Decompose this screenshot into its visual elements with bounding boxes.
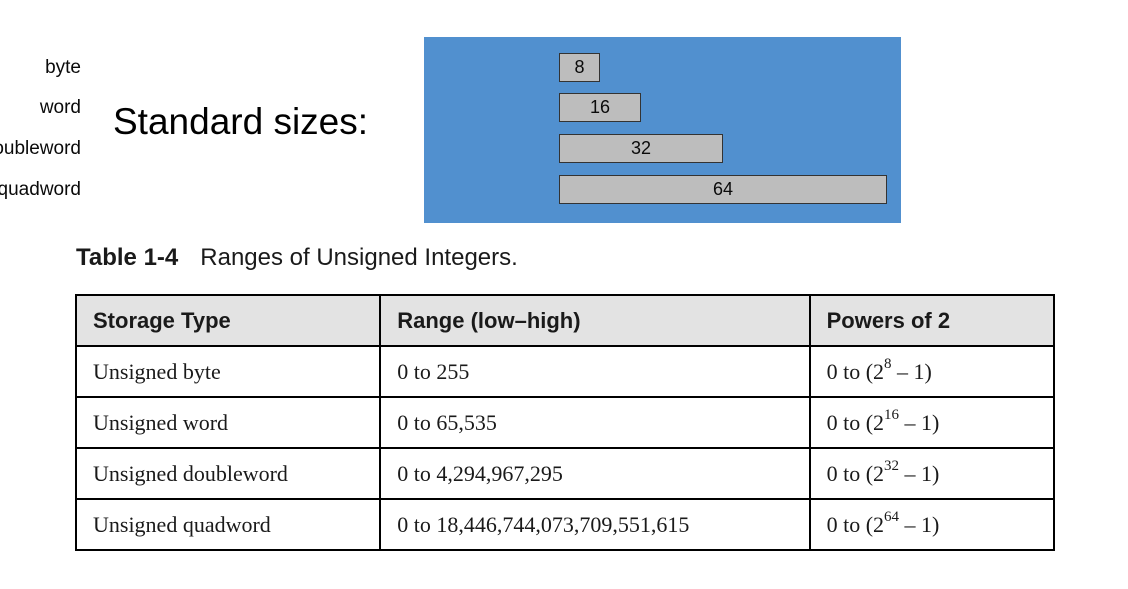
power-prefix: 0 to (2: [826, 409, 885, 435]
header-powers-of-2: Powers of 2: [808, 294, 1056, 347]
size-bar-word: 16: [559, 93, 641, 122]
cell-powers: 0 to (264 – 1): [808, 498, 1056, 551]
cell-range: 0 to 4,294,967,295: [379, 447, 811, 500]
power-prefix: 0 to (2: [826, 460, 885, 486]
size-label: word: [39, 97, 81, 118]
power-prefix: 0 to (2: [826, 511, 885, 537]
cell-storage-type: Unsigned word: [74, 396, 382, 449]
unsigned-ranges-table: Storage Type Range (low–high) Powers of …: [74, 294, 1056, 551]
size-bar-quadword: 64: [559, 175, 887, 204]
size-bar-byte: 8: [559, 53, 600, 82]
table-row: Unsigned quadword 0 to 18,446,744,073,70…: [74, 498, 1056, 551]
header-range: Range (low–high): [379, 294, 811, 347]
table-header-row: Storage Type Range (low–high) Powers of …: [74, 294, 1056, 347]
table-caption-number: Table 1-4: [76, 244, 179, 271]
cell-powers: 0 to (28 – 1): [808, 345, 1056, 398]
power-suffix: – 1): [899, 409, 940, 435]
size-label: quadword: [0, 179, 81, 200]
power-prefix: 0 to (2: [826, 358, 885, 384]
cell-storage-type: Unsigned doubleword: [74, 447, 382, 500]
standard-sizes-heading: Standard sizes:: [113, 101, 369, 142]
power-exponent: 64: [884, 509, 900, 526]
power-exponent: 16: [884, 407, 900, 424]
header-storage-type: Storage Type: [74, 294, 382, 347]
power-suffix: – 1): [891, 358, 932, 384]
cell-range: 0 to 255: [379, 345, 811, 398]
table-caption-title: Ranges of Unsigned Integers.: [200, 244, 518, 271]
table-row: Unsigned doubleword 0 to 4,294,967,295 0…: [74, 447, 1056, 500]
standard-sizes-panel: byte 8 word 16 doubleword 32 quadword 64: [0, 37, 901, 223]
size-label: doubleword: [0, 138, 81, 159]
cell-range: 0 to 65,535: [379, 396, 811, 449]
table-caption: Table 1-4 Ranges of Unsigned Integers.: [76, 242, 518, 274]
power-suffix: – 1): [899, 511, 940, 537]
cell-powers: 0 to (232 – 1): [808, 447, 1056, 500]
table-row: Unsigned word 0 to 65,535 0 to (216 – 1): [74, 396, 1056, 449]
power-exponent: 8: [884, 356, 892, 373]
cell-storage-type: Unsigned byte: [74, 345, 382, 398]
table-row: Unsigned byte 0 to 255 0 to (28 – 1): [74, 345, 1056, 398]
power-suffix: – 1): [899, 460, 940, 486]
cell-range: 0 to 18,446,744,073,709,551,615: [379, 498, 811, 551]
size-label: byte: [45, 57, 81, 78]
cell-powers: 0 to (216 – 1): [808, 396, 1056, 449]
cell-storage-type: Unsigned quadword: [74, 498, 382, 551]
power-exponent: 32: [884, 458, 900, 475]
size-bar-doubleword: 32: [559, 134, 723, 163]
